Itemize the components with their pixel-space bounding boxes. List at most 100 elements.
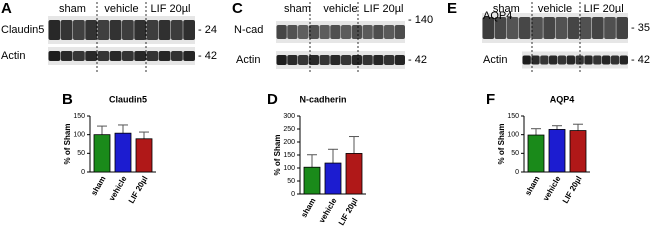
- y-tick-label: 0: [81, 169, 85, 176]
- group-label: vehicle: [538, 3, 572, 15]
- x-tick-label: sham: [299, 197, 317, 220]
- blot-band: [362, 55, 373, 65]
- marker-label: - 140: [408, 14, 433, 26]
- y-tick-label: 0: [515, 169, 519, 176]
- blot-band: [567, 17, 580, 39]
- panel-label: D: [267, 91, 278, 108]
- blot-band: [308, 25, 319, 39]
- x-tick-label: vehicle: [317, 196, 339, 224]
- bar: [135, 138, 153, 173]
- blot-band: [134, 20, 146, 40]
- blot-band: [593, 55, 602, 65]
- blot-band: [494, 17, 507, 39]
- y-tick-label: 50: [287, 178, 295, 185]
- blot-band: [146, 51, 159, 61]
- blot-band: [308, 55, 319, 65]
- group-label: sham: [493, 3, 520, 15]
- blot-band: [531, 55, 540, 65]
- blot-band: [602, 55, 611, 65]
- bar: [569, 130, 587, 173]
- blot-band: [330, 25, 341, 39]
- blot-band: [341, 25, 352, 39]
- y-tick-label: 0: [291, 191, 295, 198]
- x-tick-label: sham: [523, 175, 541, 198]
- blot-band: [619, 55, 628, 65]
- y-tick-label: 50: [77, 150, 85, 157]
- marker-label: - 24: [198, 24, 217, 36]
- blot-band: [519, 17, 531, 39]
- blot-band: [540, 55, 549, 65]
- marker-label: - 42: [631, 54, 650, 66]
- chart-title: AQP4: [550, 94, 575, 104]
- blot-band: [97, 20, 110, 40]
- marker-label: - 35: [631, 22, 650, 34]
- x-tick-label: vehicle: [541, 174, 563, 202]
- x-tick-label: LIF 20µl: [561, 175, 584, 205]
- blot-band: [183, 51, 195, 61]
- panel-label: F: [486, 91, 495, 108]
- y-tick-label: 200: [283, 139, 295, 146]
- blot-band: [97, 51, 110, 61]
- y-tick-label: 150: [73, 113, 85, 120]
- x-tick-label: sham: [89, 175, 107, 198]
- bar: [548, 129, 566, 173]
- blot-band: [592, 17, 604, 39]
- bar: [114, 132, 132, 173]
- blot-band: [171, 51, 183, 61]
- row-label: Actin: [1, 50, 25, 62]
- blot-band: [73, 20, 85, 40]
- y-tick-label: 100: [507, 132, 519, 139]
- blot-band: [394, 25, 405, 39]
- row-label: Claudin5: [1, 24, 44, 36]
- chart-title: Claudin5: [109, 94, 147, 104]
- row-label: Actin: [483, 54, 507, 66]
- blot-band: [276, 25, 287, 39]
- blot-band: [85, 20, 97, 40]
- marker-label: - 42: [198, 50, 217, 62]
- marker-label: - 42: [408, 54, 427, 66]
- panel-label: C: [232, 0, 243, 17]
- blot-band: [85, 51, 97, 61]
- blot-band: [319, 55, 330, 65]
- y-tick-label: 50: [511, 150, 519, 157]
- blot-band: [183, 20, 195, 40]
- blot-band: [566, 55, 575, 65]
- blot-band: [384, 25, 395, 39]
- blot-band: [555, 17, 568, 39]
- group-label: LIF 20µl: [151, 3, 191, 15]
- group-label: sham: [284, 3, 311, 15]
- blot-band: [543, 17, 555, 39]
- blot-band: [109, 51, 122, 61]
- blot-band: [506, 17, 519, 39]
- y-axis-label: % of Sham: [497, 124, 506, 165]
- y-tick-label: 250: [283, 126, 295, 133]
- blot-band: [122, 51, 134, 61]
- blot-band: [287, 55, 298, 65]
- blot-band: [171, 20, 183, 40]
- group-label: sham: [59, 3, 86, 15]
- blot-band: [522, 55, 531, 65]
- chart-title: N-cadherin: [299, 94, 346, 104]
- blot-band: [158, 20, 171, 40]
- panel-label: E: [447, 0, 457, 17]
- row-label: N-cad: [234, 24, 263, 36]
- panel-label: A: [1, 0, 12, 17]
- group-label: vehicle: [104, 3, 138, 15]
- blot-band: [549, 55, 558, 65]
- blot-band: [616, 17, 628, 39]
- blot-band: [134, 51, 146, 61]
- blot-band: [351, 25, 362, 39]
- blot-band: [60, 51, 73, 61]
- blot-band: [330, 55, 341, 65]
- group-label: LIF 20µl: [584, 3, 624, 15]
- blot-band: [557, 55, 567, 65]
- group-label: vehicle: [323, 3, 357, 15]
- blot-band: [604, 17, 616, 39]
- blot-band: [287, 25, 298, 39]
- row-label: AQP4: [483, 10, 512, 22]
- blot-band: [298, 25, 309, 39]
- blot-band: [351, 55, 362, 65]
- blot-band: [146, 20, 159, 40]
- y-tick-label: 100: [73, 132, 85, 139]
- y-tick-label: 150: [507, 113, 519, 120]
